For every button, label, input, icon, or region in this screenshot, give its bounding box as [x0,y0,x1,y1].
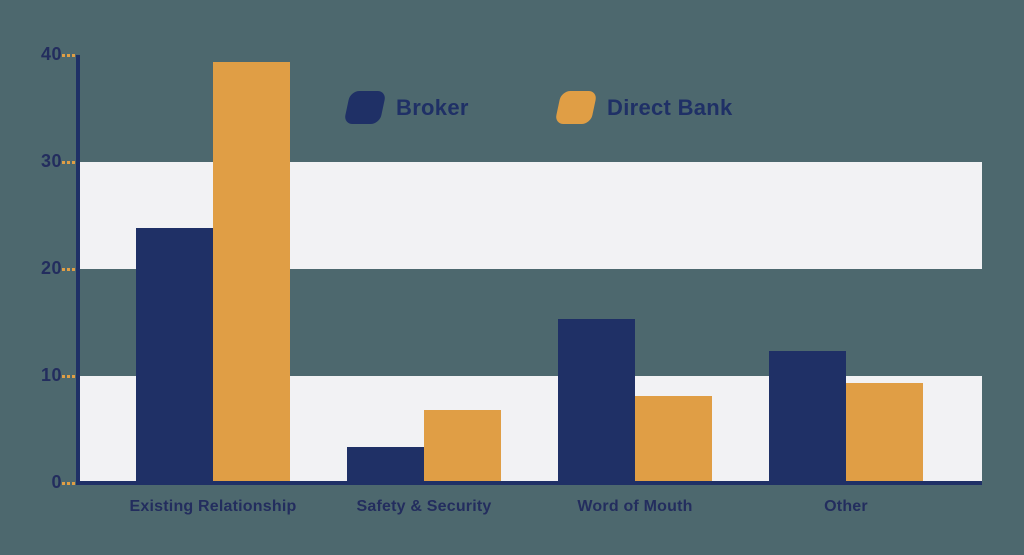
bar-broker-other [769,351,846,483]
y-tick-label-40: 40 [40,44,62,64]
y-tick-mark-10 [62,375,77,378]
x-label-other: Other [824,498,868,515]
bar-broker-word-of-mouth [558,319,635,483]
x-axis-line [76,481,982,485]
y-tick-mark-40 [62,54,77,57]
legend-item-direct-bank: Direct Bank [554,91,733,124]
x-label-safety-security: Safety & Security [356,498,492,515]
legend-item-broker: Broker [343,91,469,124]
y-tick-mark-0 [62,482,77,485]
y-tick-mark-20 [62,268,77,271]
legend-swatch-direct-bank [554,91,598,124]
y-tick-label-30: 30 [40,151,62,171]
x-label-word-of-mouth: Word of Mouth [577,498,693,515]
legend-swatch-broker [343,91,387,124]
bar-broker-safety-security [347,446,424,483]
x-label-existing-relationship: Existing Relationship [129,498,297,515]
bar-direct-bank-existing-relationship [213,62,290,483]
y-tick-mark-30 [62,161,77,164]
legend-label-direct-bank: Direct Bank [607,94,733,120]
y-tick-label-10: 10 [40,365,62,385]
bar-direct-bank-word-of-mouth [635,396,712,483]
bar-direct-bank-other [846,383,923,483]
legend-label-broker: Broker [396,94,469,120]
bar-direct-bank-safety-security [424,410,501,483]
bar-broker-existing-relationship [136,228,213,483]
y-axis-line [76,55,80,485]
y-tick-label-0: 0 [51,472,62,492]
y-tick-label-20: 20 [40,258,62,278]
